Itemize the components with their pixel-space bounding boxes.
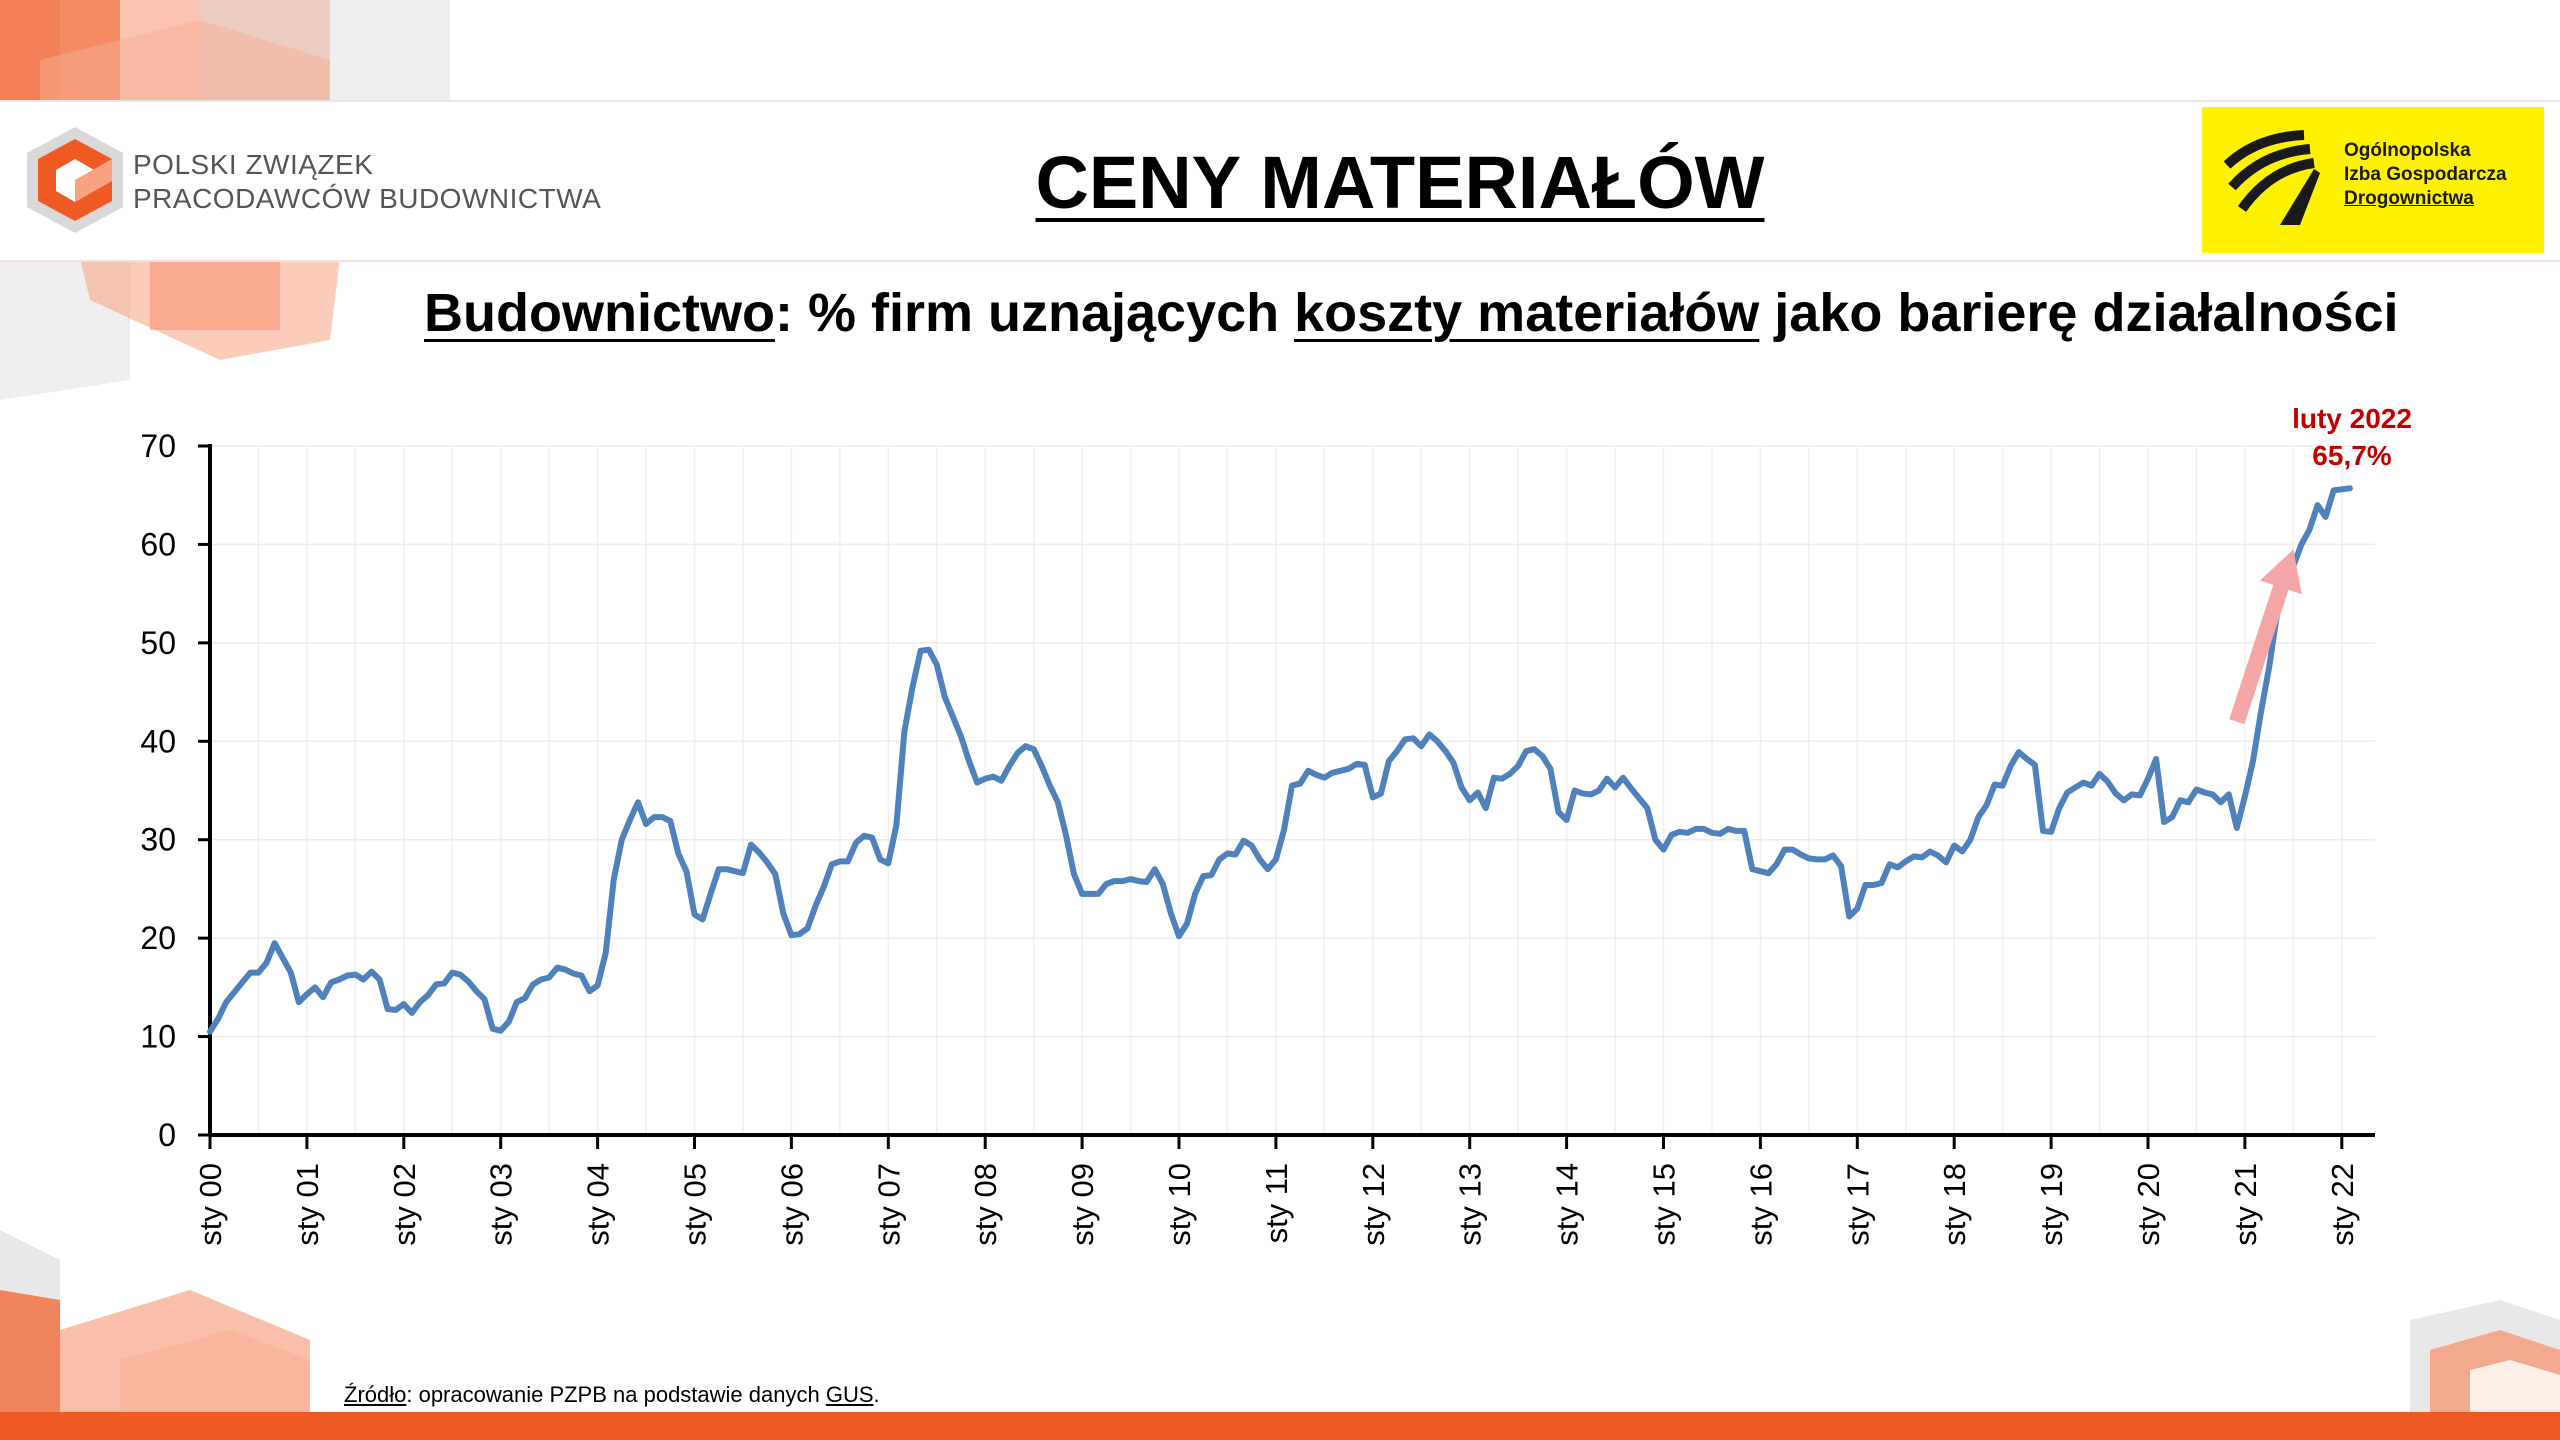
x-tick-label: sty 11	[1259, 1163, 1294, 1243]
x-tick-label: sty 18	[1937, 1163, 1972, 1246]
x-tick-label: sty 17	[1840, 1163, 1875, 1246]
org-name-line1: POLSKI ZWIĄZEK	[133, 149, 374, 180]
x-tick-label: sty 16	[1743, 1163, 1778, 1246]
y-tick-label: 50	[140, 625, 176, 661]
y-tick-label: 70	[140, 428, 176, 464]
x-tick-label: sty 22	[2325, 1163, 2360, 1246]
x-tick-label: sty 10	[1162, 1163, 1197, 1246]
page-title: CENY MATERIAŁÓW	[0, 140, 2560, 225]
x-tick-label: sty 02	[387, 1163, 422, 1246]
oigd-name-line1: Ogólnopolska	[2344, 140, 2471, 161]
subtitle-part2: : % firm uznających	[774, 283, 1295, 343]
org-name-line2: PRACODAWCÓW BUDOWNICTWA	[133, 183, 602, 214]
x-tick-label: sty 05	[678, 1163, 713, 1246]
pzpb-logo-icon	[27, 127, 123, 233]
oigd-name-line3: Drogownictwa	[2344, 188, 2474, 209]
x-tick-label: sty 19	[2034, 1163, 2069, 1246]
y-tick-label: 10	[140, 1019, 176, 1055]
x-tick-label: sty 04	[581, 1163, 616, 1246]
x-tick-label: sty 06	[774, 1163, 809, 1246]
page-title-text: CENY MATERIAŁÓW	[1035, 141, 1765, 224]
x-tick-label: sty 12	[1356, 1163, 1391, 1246]
x-tick-label: sty 09	[1065, 1163, 1100, 1246]
x-tick-label: sty 15	[1647, 1163, 1682, 1246]
oigd-name: Ogólnopolska Izba Gospodarcza Drogownict…	[2344, 139, 2507, 211]
x-tick-label: sty 00	[193, 1163, 228, 1246]
x-tick-label: sty 20	[2131, 1163, 2166, 1246]
x-tick-label: sty 13	[1453, 1163, 1488, 1246]
x-tick-label: sty 21	[2228, 1163, 2263, 1246]
bottom-accent-bar	[0, 1412, 2560, 1440]
subtitle-part1: Budownictwo	[424, 283, 775, 343]
x-tick-label: sty 14	[1550, 1163, 1585, 1246]
subtitle-part3: koszty materiałów	[1294, 283, 1760, 343]
oigd-name-line2: Izba Gospodarcza	[2344, 164, 2507, 185]
road-stripes-icon	[2223, 130, 2320, 225]
annotation-value: 65,7%	[2312, 440, 2391, 471]
y-tick-label: 20	[140, 920, 176, 956]
oigd-logo: Ogólnopolska Izba Gospodarcza Drogownict…	[2202, 107, 2544, 253]
subtitle-part4: jako barierę działalności	[1759, 283, 2399, 343]
trend-arrow-icon	[2229, 549, 2302, 725]
annotation-date: luty 2022	[2292, 403, 2412, 434]
source-note: Źródło: opracowanie PZPB na podstawie da…	[344, 1382, 880, 1408]
pzpb-logo	[20, 125, 580, 235]
x-tick-label: sty 01	[290, 1163, 325, 1246]
source-text: : opracowanie PZPB na podstawie danych	[406, 1382, 826, 1407]
chart-subtitle: Budownictwo: % firm uznających koszty ma…	[424, 282, 2399, 344]
series-line	[207, 485, 2353, 1035]
x-tick-label: sty 03	[484, 1163, 519, 1246]
y-tick-label: 0	[158, 1117, 176, 1153]
x-tick-label: sty 08	[968, 1163, 1003, 1246]
source-end: .	[873, 1382, 880, 1407]
source-gus: GUS	[825, 1382, 874, 1407]
header-band	[0, 100, 2560, 262]
y-tick-label: 40	[140, 723, 176, 759]
y-tick-label: 30	[140, 822, 176, 858]
org-name: POLSKI ZWIĄZEK PRACODAWCÓW BUDOWNICTWA	[133, 148, 601, 216]
y-tick-label: 60	[140, 526, 176, 562]
source-label: Źródło	[344, 1382, 407, 1407]
x-tick-label: sty 07	[871, 1163, 906, 1246]
